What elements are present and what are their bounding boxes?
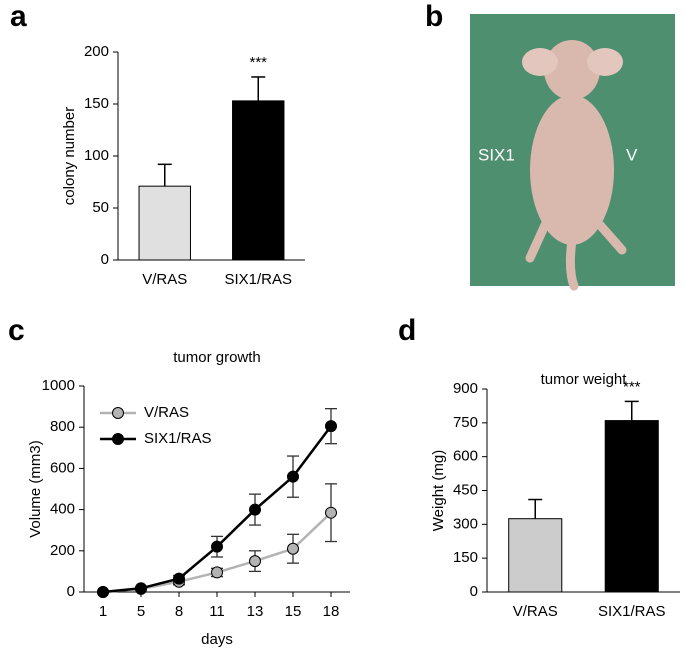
point	[325, 420, 337, 433]
mouse-ear	[587, 48, 623, 76]
x-tick-label: V/RAS	[142, 271, 187, 288]
legend-marker	[112, 433, 124, 445]
x-tick-label: 11	[209, 603, 225, 620]
point	[287, 542, 299, 555]
point	[211, 566, 223, 579]
point	[135, 582, 147, 595]
bar	[604, 420, 659, 593]
mouse-body	[530, 95, 614, 245]
y-tick-label: 0	[101, 251, 109, 268]
annotation: ***	[249, 54, 267, 71]
chart-title: tumor growth	[173, 349, 261, 366]
x-axis-label: days	[201, 631, 233, 648]
y-tick-label: 50	[92, 199, 109, 216]
y-tick-label: 300	[453, 515, 478, 532]
y-tick-label: 450	[453, 481, 478, 498]
legend-marker	[112, 407, 124, 419]
y-axis-label: colony number	[61, 107, 78, 205]
y-tick-label: 0	[470, 583, 478, 600]
x-tick-label: V/RAS	[513, 603, 558, 620]
y-tick-label: 800	[50, 418, 75, 435]
mouse-limbs	[525, 220, 627, 291]
x-tick-label: SIX1/RAS	[598, 603, 666, 620]
x-tick-label: SIX1/RAS	[224, 271, 292, 288]
panel-letter: c	[8, 314, 25, 347]
panel-letter: d	[398, 314, 416, 347]
point	[249, 555, 261, 568]
point	[97, 586, 109, 598]
y-tick-label: 400	[50, 501, 75, 518]
bar	[232, 100, 285, 261]
point	[173, 572, 185, 585]
panel-letter: a	[10, 0, 27, 33]
photo-label: SIX1	[478, 145, 515, 164]
photo: SIX1 V	[470, 14, 675, 291]
mouse-head	[544, 40, 600, 100]
y-tick-label: 150	[84, 95, 109, 112]
x-tick-label: 15	[285, 603, 302, 620]
y-axis-label: Weight (mg)	[430, 450, 447, 531]
y-tick-label: 600	[453, 448, 478, 465]
y-tick-label: 900	[453, 380, 478, 397]
x-tick-label: 1	[99, 603, 107, 620]
y-tick-label: 150	[453, 549, 478, 566]
point	[287, 470, 299, 483]
y-tick-label: 100	[84, 147, 109, 164]
chart-title: tumor weight	[541, 371, 628, 388]
y-tick-label: 0	[67, 583, 75, 600]
point	[249, 503, 261, 516]
bar	[508, 518, 563, 593]
annotation: ***	[623, 378, 641, 395]
mouse-ear	[522, 48, 558, 76]
y-tick-label: 600	[50, 459, 75, 476]
y-tick-label: 750	[453, 414, 478, 431]
y-axis-label: Volume (mm3)	[27, 440, 44, 538]
point	[211, 540, 223, 553]
y-tick-label: 200	[50, 542, 75, 559]
x-tick-label: 13	[247, 603, 264, 620]
y-tick-label: 1000	[42, 377, 75, 394]
legend-label: SIX1/RAS	[144, 430, 212, 447]
x-tick-label: 8	[175, 603, 183, 620]
legend-label: V/RAS	[144, 404, 189, 421]
x-tick-label: 5	[137, 603, 145, 620]
point	[325, 506, 337, 519]
photo-label: V	[626, 145, 638, 164]
y-tick-label: 200	[84, 43, 109, 60]
x-tick-label: 18	[323, 603, 340, 620]
bar	[138, 185, 191, 261]
panel-letter: b	[425, 0, 443, 33]
